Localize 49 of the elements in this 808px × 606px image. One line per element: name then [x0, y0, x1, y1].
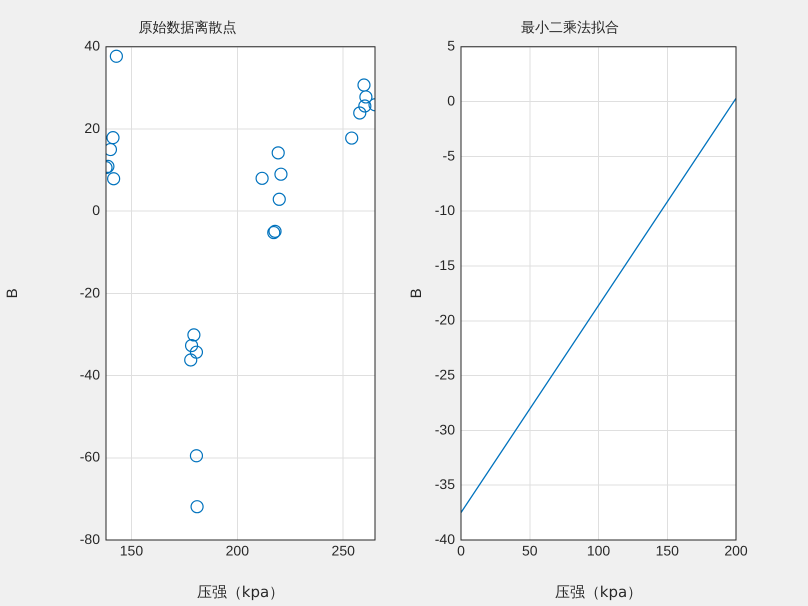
point — [106, 131, 120, 144]
y-tick-label: -10 — [434, 202, 456, 218]
point — [190, 346, 204, 359]
x-tick-label: 150 — [656, 542, 680, 558]
x-tick-label: 200 — [724, 542, 748, 558]
y-tick-label: -40 — [80, 366, 100, 382]
y-tick-label: -60 — [80, 448, 100, 465]
x-tick-label: 150 — [120, 542, 144, 558]
point — [358, 99, 372, 113]
y-tick-label: -30 — [434, 421, 456, 438]
point — [272, 146, 285, 160]
chart-title: 最小二乘法拟合 — [521, 20, 619, 36]
point — [184, 338, 198, 352]
point — [345, 131, 358, 145]
point — [256, 172, 269, 185]
y-axis-title: B — [4, 288, 22, 298]
point — [107, 172, 120, 186]
point — [272, 192, 286, 206]
y-tick-label: 5 — [447, 38, 456, 54]
x-tick-label: 250 — [332, 542, 356, 558]
y-tick-label: -15 — [434, 256, 456, 273]
point — [359, 90, 372, 104]
y-axis-title: B — [408, 288, 426, 298]
y-tick-label: -35 — [434, 476, 456, 492]
x-axis-title: 压强（kpa） — [196, 582, 284, 601]
y-tick-label: -20 — [80, 284, 100, 300]
point — [190, 500, 204, 514]
y-tick-label: -5 — [442, 147, 456, 164]
x-tick-label: 200 — [226, 542, 250, 558]
point — [353, 106, 366, 120]
x-tick-label: 50 — [522, 542, 538, 558]
point — [184, 353, 198, 367]
y-tick-label: -80 — [80, 530, 100, 547]
chart-title: 原始数据离散点 — [138, 20, 236, 36]
y-tick-label: 0 — [447, 92, 456, 108]
y-tick-label: -20 — [434, 312, 456, 328]
y-tick-label: -25 — [434, 366, 456, 382]
point — [190, 449, 204, 462]
x-tick-label: 0 — [457, 542, 466, 558]
y-tick-label: 0 — [92, 202, 100, 218]
x-tick-label: 100 — [586, 542, 610, 558]
y-tick-label: 20 — [84, 120, 100, 136]
point — [274, 168, 288, 181]
point — [357, 78, 371, 92]
x-axis-title: 压强（kpa） — [554, 582, 642, 601]
y-tick-label: -40 — [434, 530, 456, 547]
point — [187, 328, 200, 342]
point — [110, 50, 123, 63]
y-tick-label: 40 — [84, 38, 100, 54]
